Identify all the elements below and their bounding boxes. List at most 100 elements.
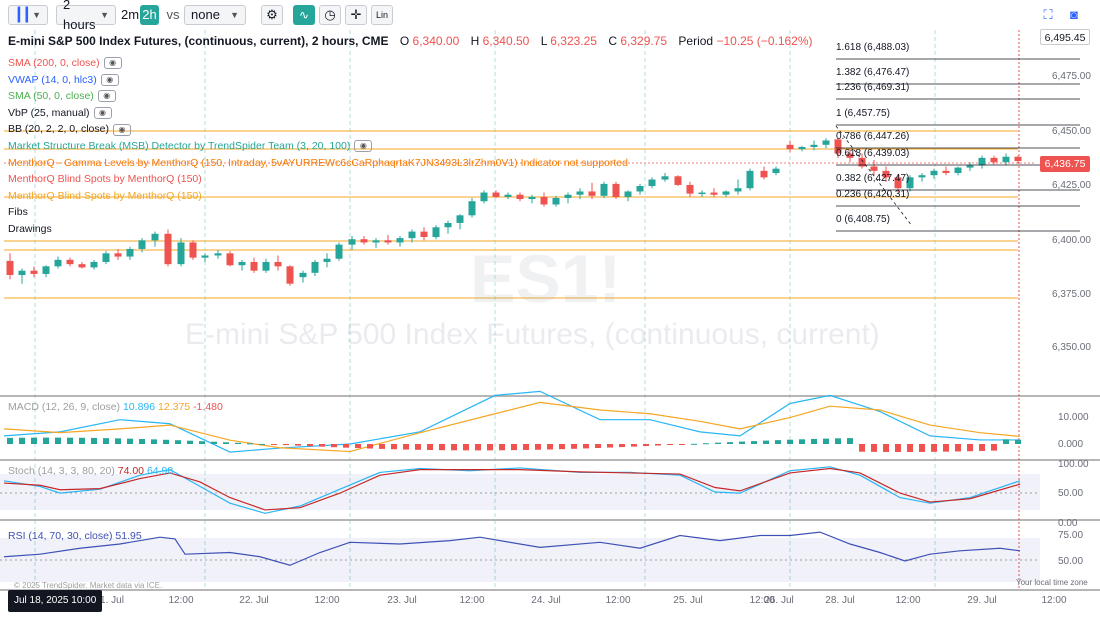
legend-item[interactable]: VbP (25, manual) ◉ <box>8 106 112 120</box>
legend-item[interactable]: SMA (200, 0, close) ◉ <box>8 56 122 70</box>
macd-histogram-bar <box>547 444 553 450</box>
candle-body <box>966 165 974 168</box>
candle-body <box>906 177 914 189</box>
candle-body <box>78 264 86 268</box>
fib-level-label: 1.382 (6,476.47) <box>836 67 910 78</box>
macd-histogram-bar <box>415 444 421 450</box>
macd-histogram-bar <box>199 441 205 444</box>
candle-body <box>274 261 282 267</box>
macd-histogram-bar <box>31 437 37 444</box>
legend-item[interactable]: VWAP (14, 0, hlc3) ◉ <box>8 73 119 87</box>
candle-body <box>930 170 938 176</box>
rsi-legend: RSI (14, 70, 30, close) 51.95 <box>8 530 142 542</box>
legend-item[interactable]: MenthorQ Blind Spots by MenthorQ (150) <box>8 189 202 203</box>
eye-icon[interactable]: ◉ <box>103 57 122 70</box>
symbol-title: E-mini S&P 500 Index Futures, (continuou… <box>8 34 389 48</box>
macd-histogram-bar <box>667 444 673 445</box>
candle-body <box>661 176 669 180</box>
macd-histogram-bar <box>655 444 661 446</box>
chart-type-dropdown[interactable]: ┃┃ ▼ <box>8 5 48 25</box>
time-axis-label: 25. Jul <box>673 595 703 606</box>
macd-histogram-bar <box>55 437 61 444</box>
eye-icon[interactable]: ◉ <box>354 140 373 153</box>
macd-histogram-bar <box>1015 439 1021 444</box>
time-axis-label: 29. Jul <box>967 595 997 606</box>
candles-layer <box>6 138 1022 286</box>
macd-histogram-bar <box>403 444 409 450</box>
time-axis-label: 12:00 <box>749 595 775 606</box>
interval-2m-button[interactable]: 2m <box>120 7 140 22</box>
macd-histogram-bar <box>787 439 793 444</box>
interval-2h-button[interactable]: 2h <box>140 5 159 25</box>
legend-item[interactable]: MenthorQ Blind Spots by MenthorQ (150) <box>8 172 202 186</box>
settings-button[interactable]: ⚙ <box>261 5 283 25</box>
macd-histogram-bar <box>319 444 325 447</box>
candle-body <box>42 266 50 274</box>
macd-histogram-bar <box>835 438 841 444</box>
macd-histogram-bar <box>475 444 481 451</box>
pane-axis-label: 100.00 <box>1058 459 1089 470</box>
legend-item[interactable]: Fibs <box>8 205 28 219</box>
candle-body <box>870 166 878 171</box>
eye-icon[interactable]: ◉ <box>97 90 116 103</box>
candle-body <box>674 176 682 185</box>
candle-body <box>420 231 428 238</box>
legend-item[interactable]: BB (20, 2, 2, 0, close) ◉ <box>8 122 131 136</box>
macd-histogram-bar <box>931 444 937 452</box>
stoch-k-line <box>3 466 1021 514</box>
macd-histogram-bar <box>235 442 241 444</box>
chart-canvas[interactable] <box>0 30 1100 619</box>
macd-histogram-bar <box>67 437 73 444</box>
legend-item[interactable]: Drawings <box>8 222 52 236</box>
candle-body <box>177 242 185 265</box>
low-label: L <box>540 34 547 48</box>
time-axis-label: 12:00 <box>1041 595 1067 606</box>
eye-icon[interactable]: ◉ <box>93 107 112 120</box>
legend-item-label: SMA (50, 0, close) <box>8 90 94 103</box>
eye-icon[interactable]: ◉ <box>112 123 131 136</box>
candle-body <box>624 191 632 197</box>
macd-histogram-bar <box>463 444 469 451</box>
candle-body <box>894 177 902 189</box>
indicators-button[interactable]: ∿ <box>293 5 315 25</box>
candles-icon: ┃┃ <box>15 7 31 22</box>
close-value: 6,329.75 <box>620 34 668 48</box>
scale-button[interactable]: Lin <box>371 5 393 25</box>
legend-item[interactable]: MenthorQ - Gamma Levels by MenthorQ (150… <box>8 156 628 170</box>
macd-histogram-bar <box>559 444 565 450</box>
time-axis-label: 12:00 <box>314 595 340 606</box>
eye-icon[interactable]: ◉ <box>100 73 119 86</box>
macd-histogram-bar <box>607 444 613 448</box>
rsi-pane <box>0 531 1040 582</box>
interval-dropdown[interactable]: 2 hours ▼ <box>56 0 116 32</box>
macd-histogram-bar <box>175 440 181 444</box>
candle-body <box>612 183 620 197</box>
price-axis-label: 6,350.00 <box>1052 342 1091 353</box>
screenshot-button[interactable]: ◙ <box>1064 5 1084 25</box>
macd-histogram-bar <box>775 440 781 444</box>
fib-level-label: 0.786 (6,447.26) <box>836 131 910 142</box>
macd-histogram-bar <box>955 444 961 452</box>
legend-item[interactable]: Market Structure Break (MSB) Detector by… <box>8 139 373 153</box>
candle-body <box>214 253 222 256</box>
gamma-levels-layer <box>4 130 1035 299</box>
macd-histogram-bar <box>799 439 805 444</box>
compare-dropdown[interactable]: none ▼ <box>184 5 246 25</box>
legend-item[interactable]: SMA (50, 0, close) ◉ <box>8 89 116 103</box>
price-axis-label: 6,475.00 <box>1052 71 1091 82</box>
macd-histogram-bar <box>907 444 913 452</box>
crosshair-button[interactable]: ✛ <box>345 5 367 25</box>
candle-body <box>262 261 270 271</box>
candle-body <box>978 157 986 166</box>
time-axis-label: 12:00 <box>605 595 631 606</box>
macd-histogram-bar <box>847 438 853 444</box>
rsi-value: 51.95 <box>115 530 142 542</box>
candle-body <box>201 255 209 258</box>
legend-item-label: MenthorQ - Gamma Levels by MenthorQ (150… <box>8 156 628 169</box>
macd-histogram-bar <box>691 443 697 445</box>
replay-button[interactable]: ◷ <box>319 5 341 25</box>
candle-body <box>954 167 962 174</box>
candle-body <box>480 192 488 202</box>
candle-body <box>746 170 754 189</box>
fullscreen-button[interactable]: ⛶ <box>1038 5 1058 25</box>
